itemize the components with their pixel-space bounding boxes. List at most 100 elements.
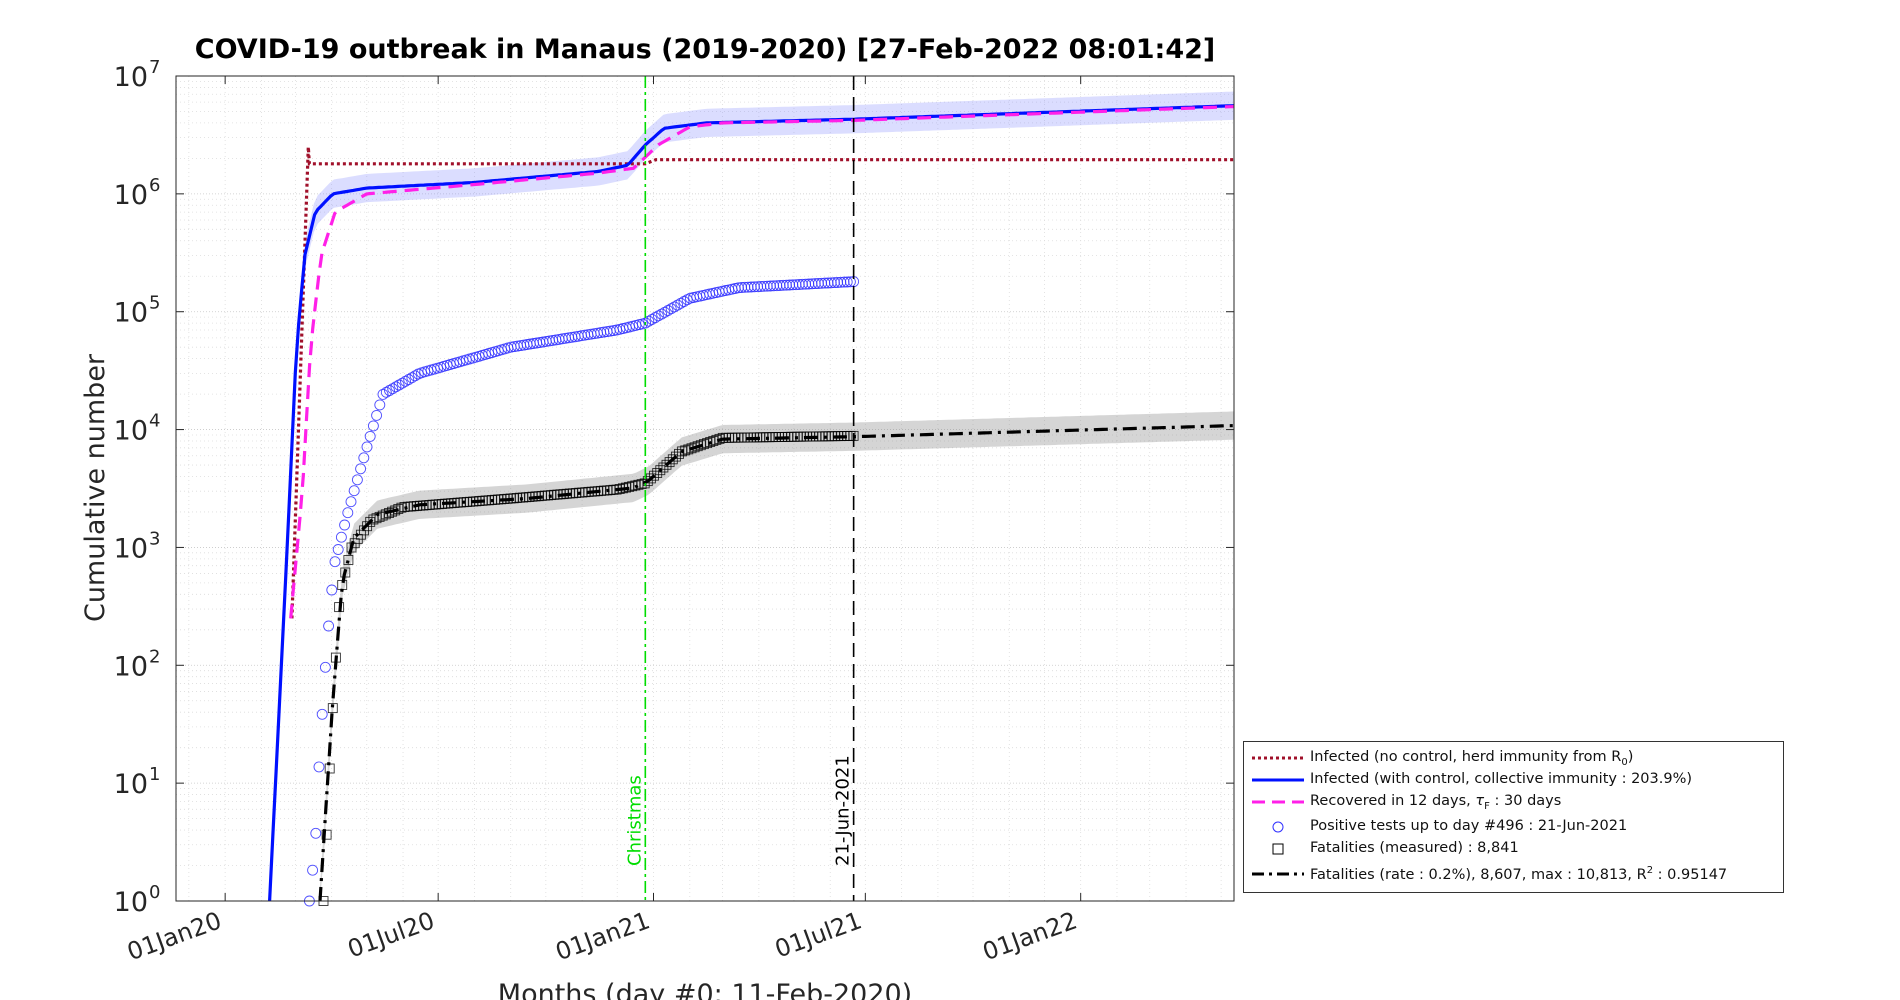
legend-entry-infected-with-control: Infected (with control, collective immun… bbox=[1244, 769, 1783, 791]
y-tick-label-exponent: 6 bbox=[149, 175, 160, 196]
data-point-positive-test bbox=[384, 385, 395, 396]
legend-label-sup: 2 bbox=[1646, 865, 1654, 876]
series-lines bbox=[268, 104, 1235, 902]
data-point-fatality bbox=[670, 451, 681, 462]
data-point-positive-test bbox=[380, 386, 392, 398]
y-tick-label: 10 bbox=[114, 887, 148, 918]
data-point-positive-test bbox=[339, 519, 351, 531]
data-point-positive-test bbox=[665, 303, 677, 315]
data-point-positive-test bbox=[387, 383, 399, 395]
y-tick-label-exponent: 5 bbox=[149, 293, 160, 314]
plot-area bbox=[176, 76, 1234, 901]
data-point-positive-test bbox=[643, 315, 655, 327]
y-tick-label: 10 bbox=[114, 416, 148, 447]
data-point-positive-test bbox=[355, 463, 367, 475]
y-tick-label-exponent: 0 bbox=[149, 882, 160, 903]
data-point-fatality bbox=[645, 473, 656, 484]
data-point-positive-test bbox=[364, 430, 376, 442]
data-point-positive-test bbox=[361, 441, 373, 453]
data-point-positive-test bbox=[326, 584, 338, 596]
data-point-fatality bbox=[664, 457, 675, 468]
legend-label-sub: F bbox=[1484, 800, 1490, 812]
y-axis-label: Cumulative number bbox=[80, 353, 111, 622]
y-tick-label-exponent: 4 bbox=[149, 411, 160, 432]
data-point-positive-test bbox=[351, 474, 363, 486]
data-point-positive-test bbox=[367, 420, 379, 432]
legend-entry-fatalities-measured: Fatalities (measured) : 8,841 bbox=[1244, 838, 1783, 860]
legend-label: Fatalities (rate : 0.2%), 8,607, max : 1… bbox=[1310, 865, 1727, 883]
data-point-positive-test bbox=[316, 708, 328, 720]
data-point-positive-test bbox=[329, 556, 341, 568]
data-point-positive-test bbox=[310, 827, 322, 839]
data-point-positive-test bbox=[345, 496, 357, 508]
y-tick-label-exponent: 2 bbox=[149, 646, 160, 667]
data-point-positive-test bbox=[358, 452, 370, 464]
annotation-label-1: 21-Jun-2021 bbox=[833, 755, 854, 866]
y-tick-label-exponent: 7 bbox=[149, 57, 160, 78]
data-point-positive-test bbox=[335, 531, 347, 543]
legend-label-sub: 0 bbox=[1621, 756, 1628, 768]
legend-sym-4 bbox=[1272, 843, 1284, 855]
legend-label-tail: ) bbox=[1627, 749, 1634, 765]
x-tick-label: 01Jul20 bbox=[344, 906, 438, 963]
y-tick-label-exponent: 3 bbox=[149, 528, 160, 549]
data-point-positive-test bbox=[646, 313, 658, 325]
y-tick-label: 10 bbox=[114, 533, 148, 564]
data-point-positive-test bbox=[377, 388, 389, 400]
legend-label: Infected (no control, herd immunity from… bbox=[1310, 749, 1633, 768]
data-point-positive-test bbox=[319, 661, 331, 673]
chart-title: COVID-19 outbreak in Manaus (2019-2020) … bbox=[195, 34, 1215, 65]
data-point-positive-test bbox=[406, 372, 418, 384]
data-point-positive-test bbox=[371, 409, 383, 421]
legend-label-text: Recovered in 12 days, bbox=[1310, 793, 1476, 809]
data-point-positive-test bbox=[342, 507, 354, 519]
dashed-line-icon bbox=[1252, 800, 1304, 804]
data-point-positive-test bbox=[313, 761, 325, 773]
legend-label-text: Fatalities (rate : 0.2%), 8,607, max : 1… bbox=[1310, 866, 1647, 883]
data-point-positive-test bbox=[307, 864, 319, 876]
legend-entry-recovered: Recovered in 12 days, τF : 30 days bbox=[1244, 791, 1783, 813]
data-point-fatality bbox=[649, 470, 659, 481]
data-point-positive-test bbox=[323, 620, 335, 632]
legend-label-text: Fatalities (measured) : 8,841 bbox=[1310, 840, 1519, 856]
legend-label-text: Positive tests up to day #496 : 21-Jun-2… bbox=[1310, 818, 1628, 834]
x-tick-label: 01Jan22 bbox=[979, 906, 1081, 966]
data-point-positive-test bbox=[678, 296, 690, 307]
y-tick-label: 10 bbox=[114, 180, 148, 211]
legend: Infected (no control, herd immunity from… bbox=[1243, 741, 1784, 893]
data-point-positive-test bbox=[672, 299, 684, 311]
data-point-fatality bbox=[658, 462, 669, 473]
data-point-positive-test bbox=[390, 381, 402, 393]
series-line-5 bbox=[318, 424, 1235, 902]
data-point-fatality bbox=[365, 516, 376, 527]
x-axis-label: Months (day #0: 11-Feb-2020) bbox=[498, 979, 912, 1000]
legend-label-tau: τ bbox=[1475, 793, 1485, 809]
legend-label-text: Infected (with control, collective immun… bbox=[1310, 771, 1693, 787]
dashdot-line-icon bbox=[1252, 872, 1304, 876]
series-line-0 bbox=[290, 146, 1234, 619]
data-point-fatality bbox=[642, 476, 653, 487]
y-tick-label: 10 bbox=[114, 62, 148, 93]
x-tick-label: 01Jul21 bbox=[771, 906, 865, 963]
data-point-positive-test bbox=[841, 276, 853, 288]
legend-label-text: Infected (no control, herd immunity from… bbox=[1310, 749, 1622, 765]
circle-marker-icon bbox=[1272, 821, 1284, 833]
annotation-label-0: Christmas bbox=[624, 775, 645, 866]
legend-entry-fatalities-rate: Fatalities (rate : 0.2%), 8,607, max : 1… bbox=[1244, 863, 1783, 885]
data-point-positive-test bbox=[656, 308, 668, 320]
square-marker-icon bbox=[1272, 843, 1284, 855]
data-point-fatality bbox=[655, 465, 666, 476]
data-point-positive-test bbox=[662, 305, 674, 316]
data-point-positive-test bbox=[409, 370, 421, 382]
data-point-positive-test bbox=[332, 544, 344, 555]
data-point-fatality bbox=[327, 703, 338, 714]
data-point-fatality bbox=[321, 829, 332, 840]
legend-label: Positive tests up to day #496 : 21-Jun-2… bbox=[1310, 818, 1627, 834]
legend-label: Infected (with control, collective immun… bbox=[1310, 771, 1692, 787]
data-point-positive-test bbox=[396, 377, 408, 389]
y-tick-label-exponent: 1 bbox=[149, 764, 160, 785]
legend-label: Fatalities (measured) : 8,841 bbox=[1310, 840, 1519, 856]
legend-label-tail: : 0.95147 bbox=[1653, 866, 1728, 883]
